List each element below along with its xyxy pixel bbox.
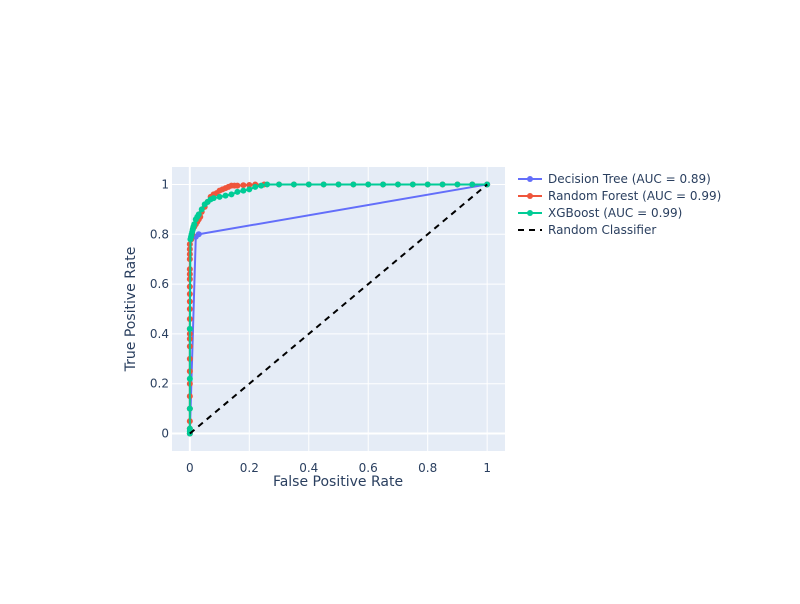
data-point [198,206,205,213]
data-point [186,375,193,382]
data-point [290,181,297,188]
legend-symbol-marker [527,193,533,199]
y-tick-label: 0.8 [150,227,169,241]
data-point [380,181,387,188]
legend-item[interactable]: XGBoost (AUC = 0.99) [518,206,682,220]
data-point [469,181,476,188]
data-point [234,182,241,189]
data-point [240,182,247,189]
legend-item[interactable]: Decision Tree (AUC = 0.89) [518,172,711,186]
x-tick-label: 0 [186,461,194,475]
legend-label: Decision Tree (AUC = 0.89) [548,172,711,186]
data-point [276,181,283,188]
legend-label: Random Classifier [548,223,656,237]
data-point [335,181,342,188]
data-point [258,182,265,189]
data-point [222,192,229,199]
y-tick-labels: 0 0.2 0.4 0.6 0.8 1 [150,177,169,440]
data-point [424,181,431,188]
legend[interactable]: Decision Tree (AUC = 0.89) Random Forest … [518,172,721,237]
data-point [210,195,217,202]
data-point [195,231,202,238]
series-line [189,183,488,435]
x-axis-title: False Positive Rate [273,474,403,490]
data-point [234,188,241,195]
data-point [186,405,193,412]
data-point [320,181,327,188]
y-tick-label: 1 [161,177,169,191]
y-tick-label: 0.2 [150,377,169,391]
legend-label: XGBoost (AUC = 0.99) [548,206,682,220]
series-2 [186,181,491,437]
series-3 [189,183,488,435]
x-tick-label: 0.4 [299,461,318,475]
plot-background [172,167,505,451]
x-tick-label: 0.2 [240,461,259,475]
legend-item[interactable]: Random Forest (AUC = 0.99) [518,189,721,203]
data-point [454,181,461,188]
y-tick-label: 0.6 [150,277,169,291]
data-point [365,181,372,188]
data-point [246,186,253,193]
data-point [240,187,247,194]
data-point [186,425,193,432]
data-point [409,181,416,188]
data-point [350,181,357,188]
x-tick-label: 0.8 [418,461,437,475]
data-point [252,183,259,190]
data-point [186,325,193,332]
legend-item[interactable]: Random Classifier [518,223,656,237]
data-point [264,181,271,188]
data-point [305,181,312,188]
y-axis-title: True Positive Rate [123,247,139,373]
x-tick-labels: 0 0.2 0.4 0.6 0.8 1 [186,461,491,475]
data-point [228,191,235,198]
y-tick-label: 0 [161,427,169,441]
series-layer [186,181,491,437]
legend-label: Random Forest (AUC = 0.99) [548,189,721,203]
x-tick-label: 1 [483,461,491,475]
data-point [216,193,223,200]
data-point [191,221,198,228]
data-point [195,211,202,218]
legend-symbol-marker [527,210,533,216]
y-tick-label: 0.4 [150,327,169,341]
x-tick-label: 0.6 [359,461,378,475]
data-point [439,181,446,188]
legend-symbol-marker [527,176,533,182]
data-point [246,181,253,188]
data-point [394,181,401,188]
